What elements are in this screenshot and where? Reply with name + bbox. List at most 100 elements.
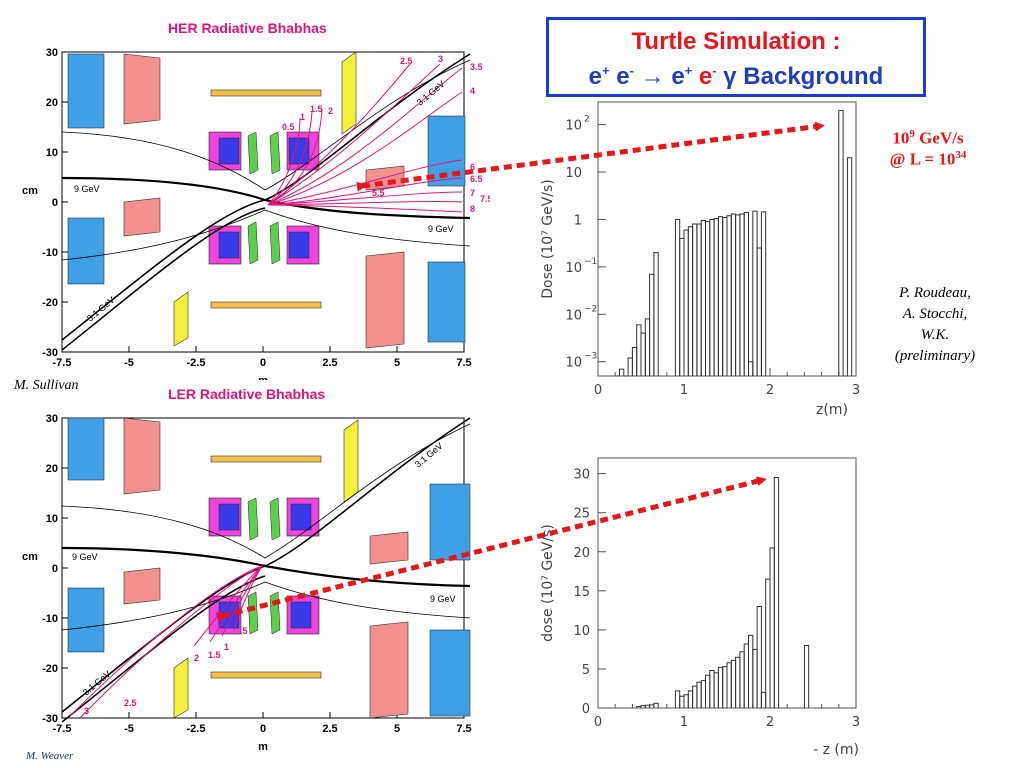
- orange-bar: [210, 671, 322, 679]
- credit-top: M. Sullivan: [14, 378, 79, 393]
- x-tick-label: -2.5: [187, 357, 206, 369]
- shield-block: [123, 53, 161, 125]
- rate-annotation: 109 GeV/s @ L = 1034: [868, 128, 988, 169]
- energy-label: 0.5: [282, 122, 295, 132]
- author-line: A. Stocchi,: [902, 306, 968, 322]
- orange-bar: [210, 301, 322, 309]
- histogram-bar: [760, 211, 767, 376]
- magnet-block: [67, 417, 105, 481]
- y-tick-label: 10: [565, 261, 582, 276]
- x-tick-label: -2.5: [187, 723, 206, 735]
- energy-label: 2.5: [124, 698, 137, 708]
- x-tick-label: 1: [680, 715, 688, 730]
- shield-block: [123, 197, 161, 237]
- y-tick-label: -20: [42, 663, 58, 675]
- histogram-bar: [653, 252, 659, 376]
- title-token: Background: [736, 63, 884, 90]
- magnet-block: [67, 587, 105, 653]
- y-tick-label: 10: [46, 147, 58, 159]
- x-tick-label: 0: [594, 383, 602, 398]
- energy-label: 1.5: [208, 650, 221, 660]
- energy-label: 1: [224, 642, 229, 652]
- title-gamma: γ: [716, 63, 737, 90]
- green-element: [269, 131, 281, 175]
- y-tick-label: 10: [573, 624, 590, 639]
- orange-bar: [210, 89, 322, 97]
- x-tick-label: 3: [852, 715, 860, 730]
- slide-title-line2: e+ e- → e+ e- γ Background: [549, 56, 923, 92]
- y-tick-exponent: −1: [584, 257, 597, 267]
- y-axis-label: cm: [22, 185, 38, 197]
- title-sup-red: -: [712, 63, 717, 78]
- shield-block: [123, 417, 161, 495]
- x-tick-label: 2: [766, 715, 774, 730]
- y-tick-exponent: 2: [584, 115, 590, 125]
- y-tick-exponent: −3: [584, 352, 597, 362]
- title-sup: +: [684, 63, 693, 78]
- orange-bar: [210, 455, 322, 463]
- y-tick-label: 10: [46, 513, 58, 525]
- y-tick-label: 30: [46, 413, 58, 425]
- ler-energy-labels: 3 2.5 2 1.5 1 .5: [84, 626, 248, 716]
- energy-label: 2: [328, 106, 333, 116]
- magnet-block: [67, 53, 105, 129]
- x-axis-label: - z (m): [813, 742, 859, 758]
- x-tick-label: 7.5: [456, 723, 471, 735]
- yellow-block: [173, 657, 189, 719]
- energy-label: .5: [240, 626, 248, 636]
- shield-block: [365, 251, 405, 349]
- beam-label: 9 GeV: [72, 552, 98, 562]
- energy-label: 4: [470, 86, 475, 96]
- x-tick-label: 2: [766, 383, 774, 398]
- rate-line2: @ L = 1034: [868, 149, 988, 170]
- y-tick-label: 0: [52, 197, 58, 209]
- authors-block: P. Roudeau, A. Stocchi, W.K. (preliminar…: [870, 283, 1000, 367]
- y-tick-label: 10: [565, 356, 582, 371]
- histogram-bar: [838, 109, 844, 376]
- yellow-block: [341, 51, 357, 135]
- y-tick-label: -30: [42, 347, 58, 359]
- energy-label: 3.5: [470, 62, 483, 72]
- energy-label: 2: [194, 653, 199, 663]
- energy-label: 3: [84, 706, 89, 716]
- title-token-red: e: [692, 63, 713, 90]
- slide-title-line1: Turtle Simulation :: [631, 28, 841, 55]
- x-tick-label: -7.5: [53, 723, 72, 735]
- green-element: [269, 221, 281, 265]
- rate-line1: 109 GeV/s: [868, 128, 988, 149]
- energy-label: 5.5: [372, 188, 385, 198]
- lumi-base: @ L = 10: [889, 149, 956, 169]
- x-tick-label: 3: [852, 383, 860, 398]
- shield-block: [123, 567, 161, 605]
- detector-core: [288, 231, 310, 259]
- shield-block: [369, 621, 409, 719]
- y-tick-label: -20: [42, 297, 58, 309]
- energy-label: 7: [470, 188, 475, 198]
- rate-unit: GeV/s: [914, 128, 964, 148]
- energy-label: 1: [300, 112, 305, 122]
- her-axes: -7.5 -5 -2.5 0 2.5 5 7.5 30 20 10 0 -10 -20 -30 m cm: [22, 47, 472, 380]
- y-tick-label: 10: [565, 308, 582, 323]
- y-axis-label: cm: [22, 551, 38, 563]
- histogram-bar: [803, 645, 810, 708]
- y-tick-label: 5: [582, 663, 590, 678]
- x-tick-label: 0: [260, 723, 266, 735]
- magnet-block: [429, 629, 471, 717]
- rate-sup: 9: [909, 128, 915, 140]
- slide-title-box: Turtle Simulation : e+ e- → e+ e- γ Back…: [546, 17, 926, 97]
- ler-title: LER Radiative Bhabhas: [168, 386, 326, 402]
- magnet-block: [67, 217, 105, 285]
- x-axis-label: m: [258, 375, 268, 380]
- beam-label: 9 GeV: [428, 224, 454, 234]
- x-tick-label: 1: [680, 383, 688, 398]
- green-element: [247, 221, 259, 265]
- energy-label: 2.5: [400, 56, 413, 66]
- title-token: e: [588, 63, 603, 90]
- y-tick-label: -30: [42, 713, 58, 725]
- author-line: P. Roudeau,: [899, 285, 971, 301]
- y-tick-label: 20: [46, 97, 58, 109]
- y-tick-exponent: −2: [584, 304, 597, 314]
- y-tick-label: 20: [46, 463, 58, 475]
